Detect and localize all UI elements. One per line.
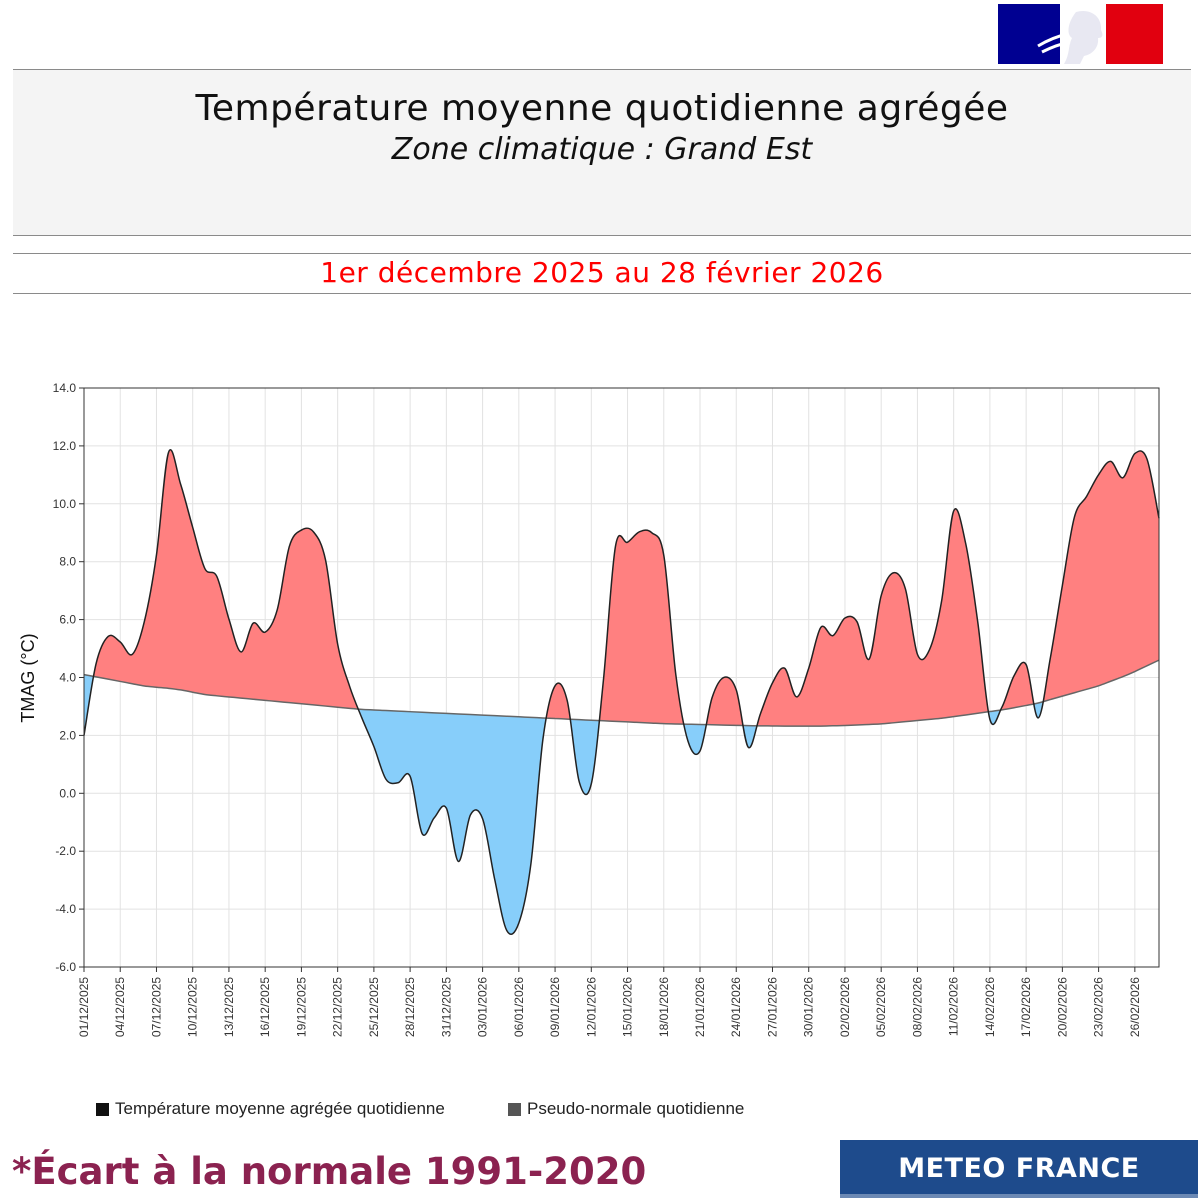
x-tick-label: 28/12/2025	[403, 977, 417, 1037]
x-tick-label: 20/02/2026	[1055, 977, 1069, 1037]
x-tick-label: 21/01/2026	[693, 977, 707, 1037]
period-label: 1er décembre 2025 au 28 février 2026	[320, 256, 884, 289]
x-tick-label: 30/01/2026	[802, 977, 816, 1037]
temperature-line	[83, 449, 1160, 935]
y-tick-label: 6.0	[59, 613, 76, 627]
x-tick-label: 11/02/2026	[947, 977, 961, 1036]
x-tick-label: 22/12/2025	[331, 977, 345, 1037]
x-tick-label: 12/01/2026	[584, 977, 598, 1037]
x-tick-label: 03/01/2026	[476, 977, 490, 1037]
legend-label-normal: Pseudo-normale quotidienne	[527, 1099, 745, 1118]
legend-swatch-normal	[508, 1102, 521, 1116]
y-tick-label: -6.0	[55, 960, 76, 974]
x-tick-label: 25/12/2025	[367, 977, 381, 1037]
x-tick-label: 15/01/2026	[621, 977, 635, 1037]
y-tick-label: 12.0	[53, 439, 77, 453]
title-panel: Température moyenne quotidienne agrégée …	[13, 69, 1191, 236]
x-tick-label: 05/02/2026	[874, 977, 888, 1037]
y-tick-label: -4.0	[55, 902, 76, 916]
x-tick-label: 17/02/2026	[1019, 977, 1033, 1037]
legend-label-temperature: Température moyenne agrégée quotidienne	[115, 1099, 445, 1118]
legend-item-temperature: Température moyenne agrégée quotidienne	[96, 1099, 445, 1119]
above-normal-area	[84, 449, 1159, 727]
x-tick-label: 16/12/2025	[258, 977, 272, 1037]
x-tick-label: 27/01/2026	[765, 977, 779, 1037]
x-tick-label: 18/01/2026	[657, 977, 671, 1037]
x-tick-label: 04/12/2025	[113, 977, 127, 1037]
x-tick-label: 09/01/2026	[548, 977, 562, 1037]
x-tick-label: 06/01/2026	[512, 977, 526, 1037]
x-tick-label: 14/02/2026	[983, 977, 997, 1037]
legend-item-normal: Pseudo-normale quotidienne	[508, 1099, 744, 1119]
x-tick-label: 13/12/2025	[222, 977, 236, 1037]
y-tick-label: 10.0	[53, 497, 77, 511]
x-tick-label: 19/12/2025	[294, 977, 308, 1037]
y-axis-label: TMAG (°C)	[18, 633, 38, 722]
x-tick-label: 08/02/2026	[910, 977, 924, 1037]
x-tick-label: 01/12/2025	[77, 977, 91, 1037]
normal-period-note: *Écart à la normale 1991-2020	[12, 1150, 647, 1193]
x-tick-label: 07/12/2025	[149, 977, 163, 1037]
temperature-chart: 14.012.010.08.06.04.02.00.0-2.0-4.0-6.0 …	[18, 381, 1160, 1037]
y-tick-label: -2.0	[55, 844, 76, 858]
meteo-france-logo: METEO FRANCE	[840, 1140, 1198, 1198]
x-tick-label: 26/02/2026	[1128, 977, 1142, 1037]
x-tick-label: 02/02/2026	[838, 977, 852, 1037]
legend-swatch-temperature	[96, 1102, 109, 1116]
x-axis: 01/12/2025 04/12/2025 07/12/2025 10/12/2025…	[77, 967, 1142, 1037]
republique-francaise-logo	[998, 4, 1163, 64]
chart-title: Température moyenne quotidienne agrégée	[195, 88, 1009, 129]
x-tick-label: 24/01/2026	[729, 977, 743, 1037]
y-tick-label: 8.0	[59, 555, 76, 569]
period-panel: 1er décembre 2025 au 28 février 2026	[13, 253, 1191, 294]
x-tick-label: 31/12/2025	[439, 977, 453, 1037]
pseudo-normal-line	[83, 659, 1160, 727]
x-tick-label: 23/02/2026	[1092, 977, 1106, 1037]
chart-subtitle: Zone climatique : Grand Est	[391, 132, 813, 167]
y-tick-label: 4.0	[59, 671, 76, 685]
y-axis: 14.0 12.0 10.0 8.0 6.0 4.0 2.0 0.0 -2.0 -4.0 -6.0	[53, 381, 84, 974]
brand-name: METEO FRANCE	[898, 1153, 1140, 1184]
x-tick-label: 10/12/2025	[186, 977, 200, 1037]
y-tick-label: 0.0	[59, 786, 76, 800]
y-tick-label: 14.0	[53, 381, 77, 395]
y-tick-label: 2.0	[59, 728, 76, 742]
